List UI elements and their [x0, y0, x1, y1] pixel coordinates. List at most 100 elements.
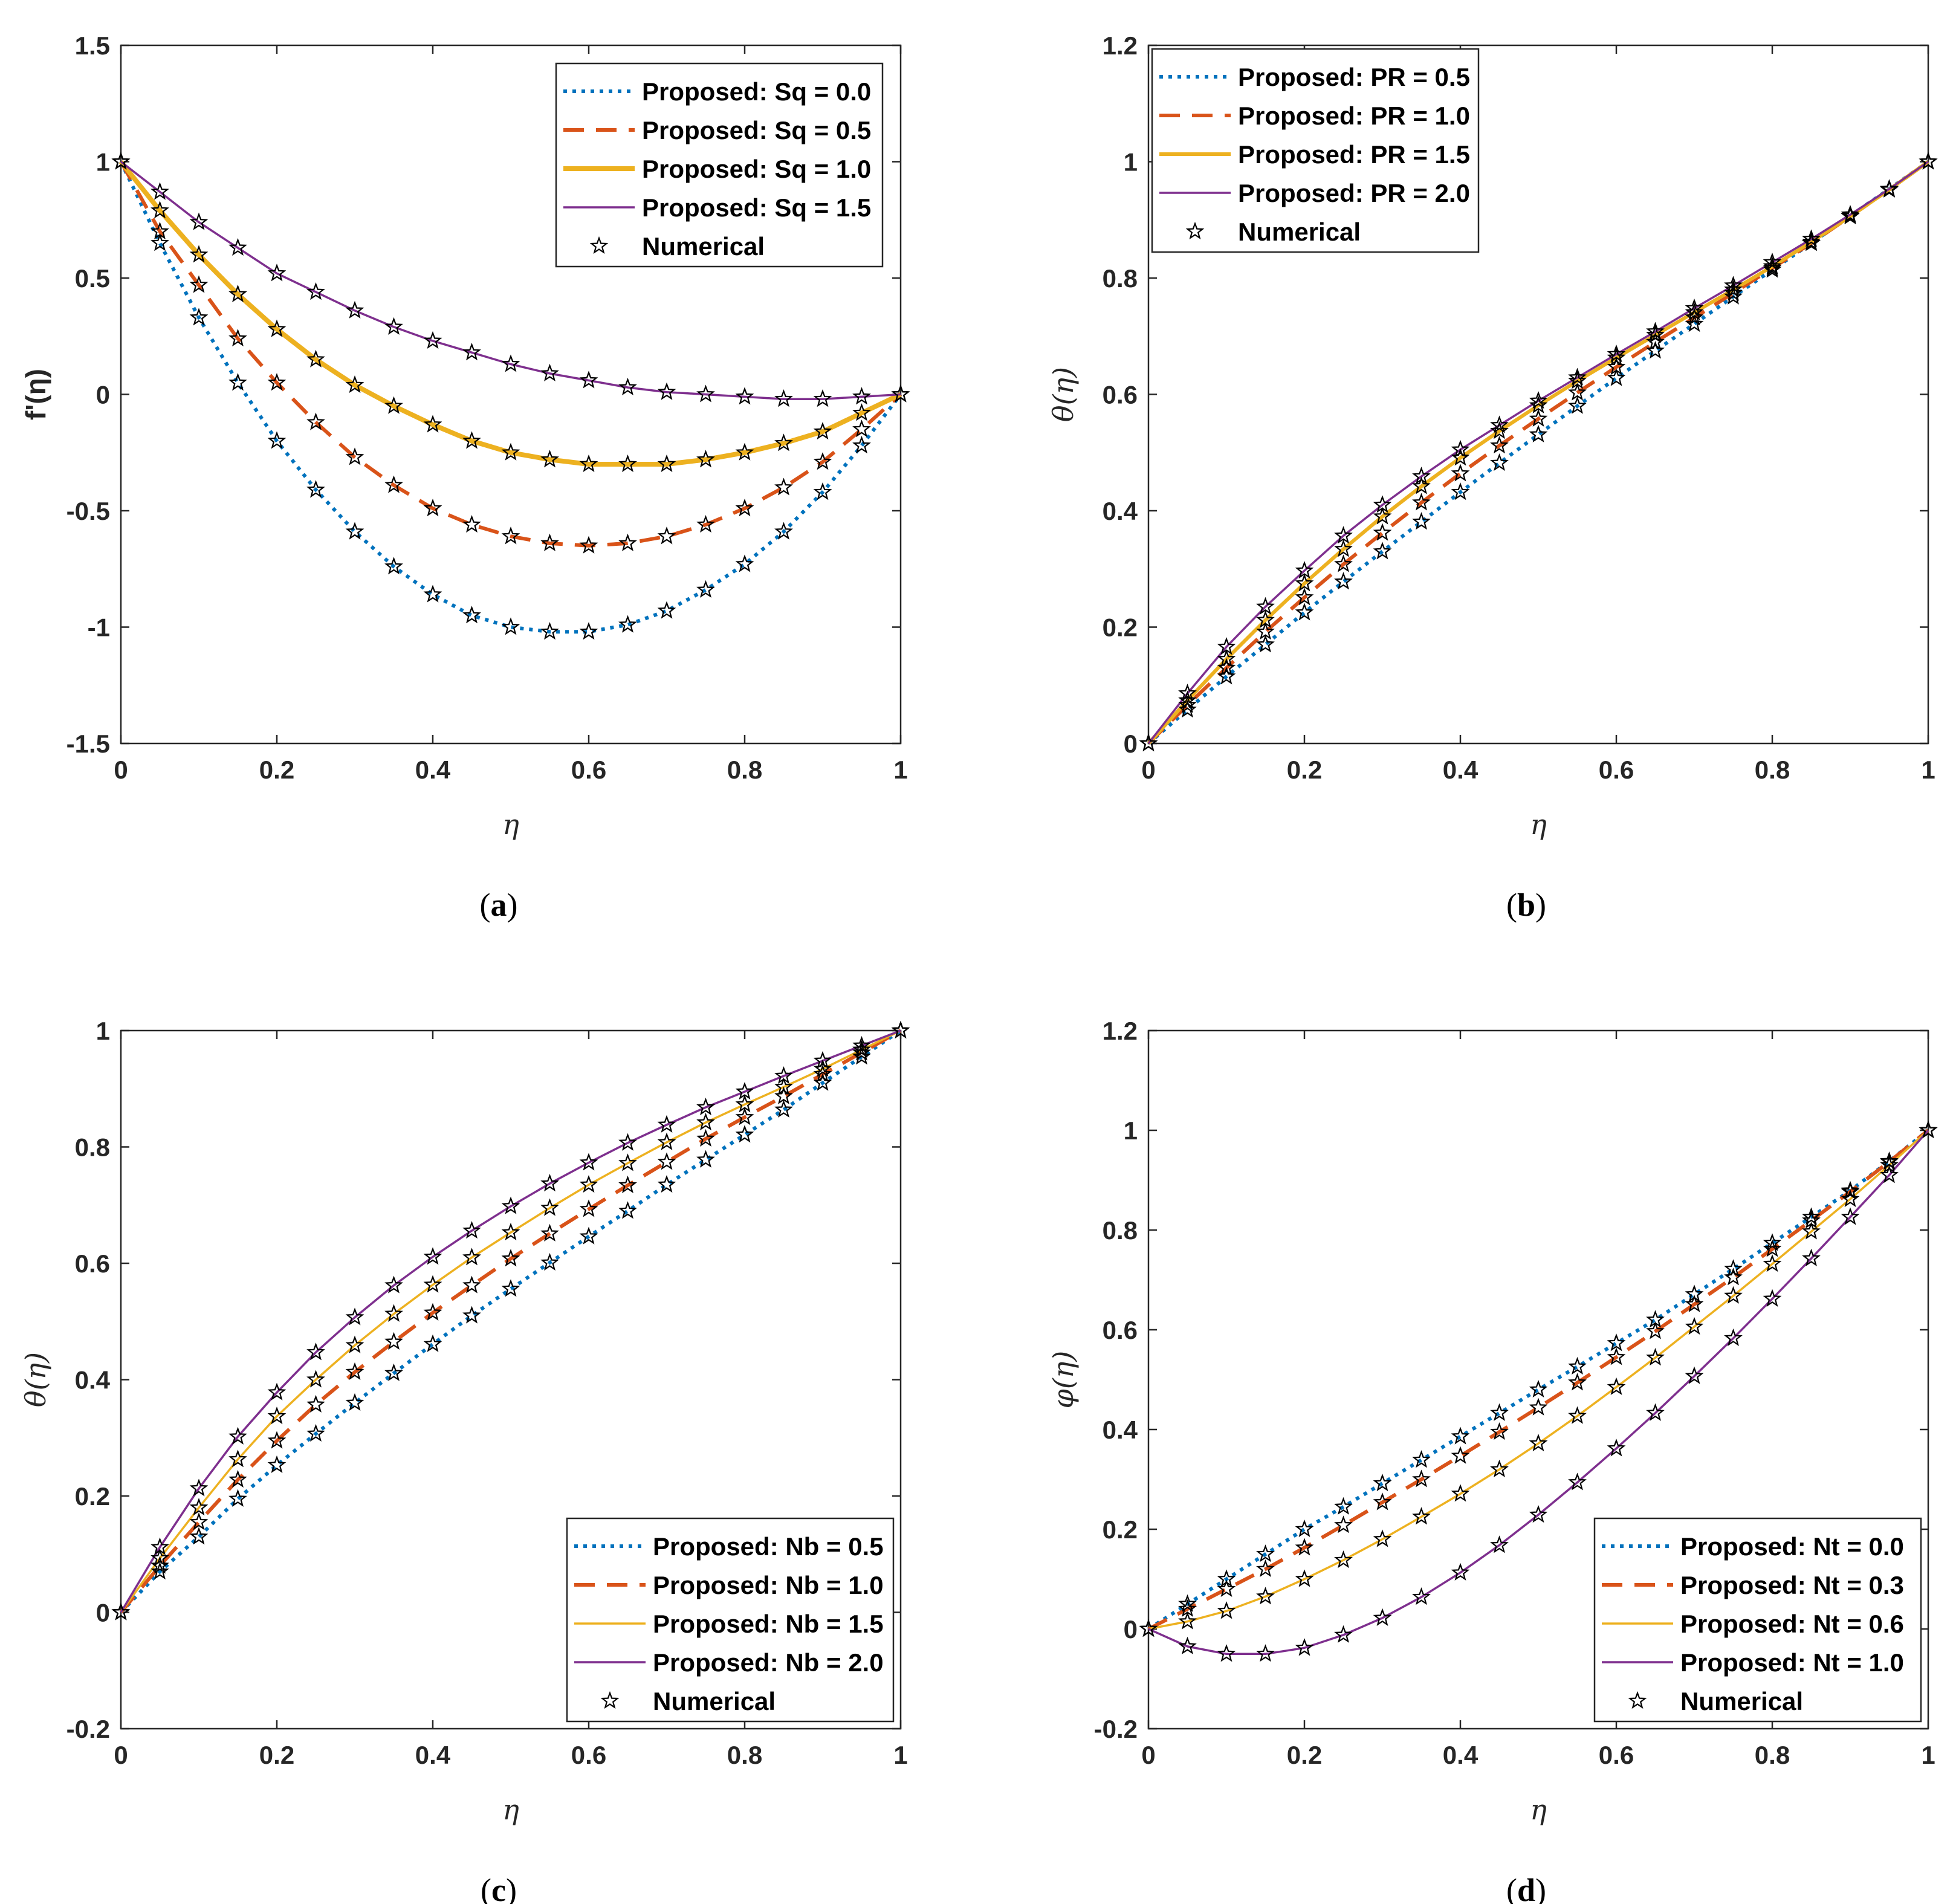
- numerical-star: [618, 1201, 637, 1219]
- numerical-star: [657, 382, 676, 400]
- numerical-star: [1412, 493, 1431, 511]
- x-tick-label: 0.2: [259, 1741, 294, 1769]
- numerical-star: [696, 1128, 715, 1147]
- numerical-star: [1841, 1180, 1860, 1199]
- numerical-star: [1724, 287, 1743, 305]
- numerical-star: [1724, 283, 1743, 302]
- x-tick-label: 1: [1921, 1741, 1935, 1769]
- x-tick-label: 0.4: [1443, 756, 1479, 784]
- numerical-star: [384, 475, 403, 493]
- panel-a-caption: (a): [480, 887, 518, 923]
- panel-d-series: [1147, 1128, 1929, 1656]
- numerical-star: [1841, 1182, 1860, 1200]
- numerical-star: [579, 1226, 598, 1245]
- panel-d-caption-letter: d: [1517, 1872, 1535, 1904]
- numerical-star: [1334, 1515, 1353, 1533]
- legend-label-2: Proposed: Nt = 0.3: [1680, 1571, 1904, 1599]
- y-tick-label: 0.6: [75, 1249, 110, 1278]
- y-tick-label: -1: [88, 614, 110, 642]
- numerical-star: [540, 1223, 559, 1242]
- x-tick-label: 0.8: [727, 1741, 762, 1769]
- numerical-star: [1451, 439, 1470, 458]
- numerical-star: [189, 245, 209, 263]
- numerical-star: [151, 221, 169, 240]
- numerical-star: [1646, 1348, 1665, 1366]
- y-tick-label: 1: [1124, 1116, 1138, 1145]
- numerical-star: [1607, 344, 1626, 363]
- numerical-star: [1607, 357, 1626, 375]
- numerical-star: [267, 1455, 287, 1474]
- numerical-star: [384, 1363, 403, 1381]
- numerical-star: [1568, 1373, 1587, 1391]
- numerical-star: [1685, 302, 1704, 320]
- numerical-star: [1568, 371, 1587, 389]
- numerical-star: [1178, 690, 1197, 708]
- numerical-star: [1841, 204, 1860, 223]
- numerical-star: [618, 615, 637, 633]
- numerical-star: [1490, 1422, 1509, 1440]
- numerical-star: [151, 233, 169, 251]
- panel-b-axes: 0 0.2 0.4 0.6 0.8 1 0 0.2 0.4 0.6 0.8 1 1.2: [1103, 31, 1935, 784]
- legend-numerical-star: [600, 1691, 620, 1709]
- numerical-star: [774, 1066, 793, 1084]
- x-tick-label: 0: [114, 1741, 128, 1769]
- numerical-star: [189, 1478, 209, 1497]
- numerical-star: [1412, 1450, 1431, 1468]
- series-line-1: [1147, 1128, 1929, 1631]
- legend-box: [566, 1517, 895, 1723]
- y-tick-label: 0.8: [75, 1133, 110, 1162]
- numerical-star: [1178, 1611, 1197, 1630]
- numerical-star: [1295, 603, 1314, 621]
- numerical-star: [696, 450, 715, 468]
- numerical-star: [852, 387, 871, 405]
- numerical-star: [1412, 512, 1431, 530]
- numerical-star: [1568, 383, 1587, 401]
- numerical-star: [1919, 1120, 1938, 1139]
- numerical-star: [1451, 1426, 1470, 1445]
- numerical-star: [1178, 1594, 1197, 1612]
- panel-c-series: [119, 1029, 902, 1614]
- numerical-star: [267, 1406, 287, 1425]
- numerical-star: [1217, 658, 1236, 676]
- panel-b-caption-letter: b: [1517, 887, 1535, 923]
- numerical-star: [423, 1334, 442, 1352]
- numerical-star: [267, 431, 287, 449]
- numerical-star: [1490, 1403, 1509, 1421]
- panel-d: 0 0.2 0.4 0.6 0.8 1-0.200.20.40.60.811.2 Prop…: [1047, 1017, 1938, 1904]
- numerical-star: [1724, 1268, 1743, 1286]
- panel-c-legend: Proposed: Nb = 0.5 Proposed: Nb = 1.0 Prop…: [566, 1517, 895, 1723]
- numerical-star: [1295, 574, 1314, 592]
- numerical-star: [774, 433, 793, 452]
- numerical-star: [1685, 1366, 1704, 1384]
- series-line-2: [1147, 1128, 1929, 1631]
- numerical-star: [774, 1086, 793, 1104]
- numerical-star: [1607, 348, 1626, 366]
- numerical-star: [1295, 1519, 1314, 1538]
- numerical-star: [852, 1043, 871, 1061]
- panel-a-series: [118, 160, 902, 634]
- numerical-star: [228, 1489, 247, 1507]
- numerical-star: [657, 1174, 676, 1193]
- numerical-star: [423, 1303, 442, 1321]
- numerical-star: [1373, 1492, 1392, 1511]
- numerical-star: [1802, 232, 1821, 250]
- numerical-star: [306, 349, 325, 368]
- legend-label-1: Proposed: Nb = 0.5: [653, 1532, 884, 1561]
- x-tick-label: 0: [114, 756, 128, 784]
- legend-label-4: Proposed: Nb = 2.0: [653, 1648, 884, 1677]
- series-line-4: [1148, 1129, 1929, 1656]
- y-tick-label: -0.2: [1094, 1715, 1138, 1743]
- numerical-star: [735, 1081, 754, 1100]
- series-line-4: [1147, 161, 1929, 745]
- numerical-star: [384, 1304, 403, 1322]
- legend-numerical-star: [1185, 221, 1205, 240]
- numerical-star: [1646, 1321, 1665, 1339]
- y-tick-label: 1: [96, 148, 110, 176]
- numerical-star: [657, 526, 676, 545]
- numerical-star: [1880, 1151, 1899, 1170]
- numerical-star: [1178, 700, 1197, 718]
- numerical-star: [1646, 332, 1665, 350]
- numerical-star: [1529, 1433, 1548, 1452]
- numerical-star: [1295, 1569, 1314, 1587]
- numerical-star: [501, 1196, 520, 1214]
